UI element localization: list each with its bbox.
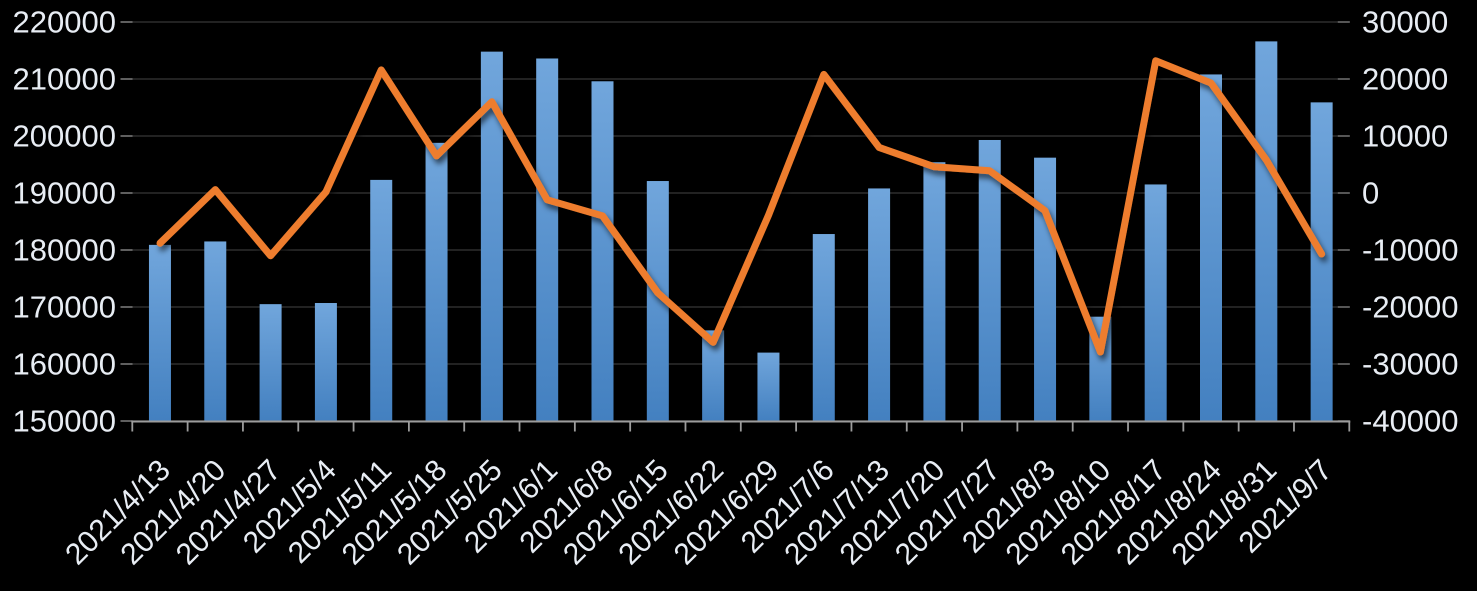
right-axis-tick-label: 20000 <box>1362 62 1448 97</box>
bar[interactable] <box>1034 157 1057 421</box>
bar[interactable] <box>812 234 835 421</box>
bar[interactable] <box>204 241 227 421</box>
bar-series <box>148 41 1333 422</box>
bar[interactable] <box>425 142 448 421</box>
line-series[interactable] <box>156 57 1326 356</box>
bar[interactable] <box>370 179 393 421</box>
left-axis-tick-label: 190000 <box>13 176 116 211</box>
y-axis-labels-left: 220000 210000 200000 190000 180000 170000 1600… <box>13 5 116 439</box>
right-axis-tick-label: -40000 <box>1362 404 1459 439</box>
left-axis-tick-label: 150000 <box>13 404 116 439</box>
bar[interactable] <box>757 352 780 421</box>
bar[interactable] <box>1310 102 1333 422</box>
left-axis-tick-label: 220000 <box>13 5 116 40</box>
left-axis-tick-label: 180000 <box>13 233 116 268</box>
bar[interactable] <box>702 330 725 421</box>
right-axis-tick-label: -10000 <box>1362 233 1459 268</box>
right-axis-tick-label: -20000 <box>1362 290 1459 325</box>
bar[interactable] <box>868 188 891 421</box>
bar[interactable] <box>536 58 559 421</box>
x-axis <box>131 420 1351 432</box>
right-axis-tick-label: 10000 <box>1362 119 1448 154</box>
left-axis-tick-label: 210000 <box>13 62 116 97</box>
bar[interactable] <box>148 244 171 421</box>
left-axis-tick-label: 200000 <box>13 119 116 154</box>
bar[interactable] <box>1200 74 1223 421</box>
bar[interactable] <box>314 303 337 421</box>
left-axis-tick-label: 160000 <box>13 347 116 382</box>
right-axis-tick-label: -30000 <box>1362 347 1459 382</box>
bar[interactable] <box>923 162 946 421</box>
bar[interactable] <box>259 304 282 421</box>
bar[interactable] <box>978 139 1001 422</box>
bar[interactable] <box>1255 41 1278 421</box>
bar[interactable] <box>646 181 669 421</box>
bar[interactable] <box>591 81 614 421</box>
bar[interactable] <box>480 51 503 421</box>
right-axis-tick-label: 30000 <box>1362 5 1448 40</box>
y-axis-labels-right: 30000 20000 10000 0 -10000 -20000 -30000 -40000 <box>1362 5 1459 439</box>
right-axis-tick-label: 0 <box>1362 176 1379 211</box>
bar[interactable] <box>1144 184 1167 421</box>
left-axis-tick-label: 170000 <box>13 290 116 325</box>
